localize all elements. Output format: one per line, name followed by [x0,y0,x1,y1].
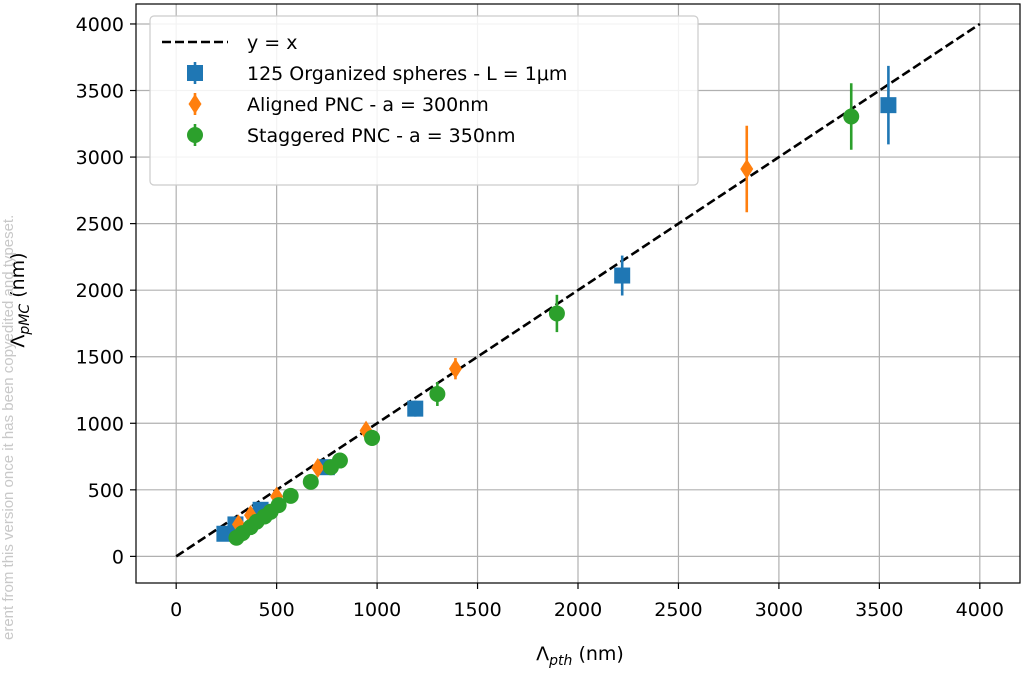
x-tick-label: 500 [259,599,295,621]
data-point [407,400,424,417]
series-diamond [231,125,754,535]
data-point [364,429,381,446]
series-circle [228,83,860,546]
y-tick-label: 0 [112,546,124,568]
x-axis-ticks: 0 500 1000 1500 2000 2500 3000 3500 4000 [170,583,1004,621]
y-tick-label: 1000 [76,413,124,435]
data-point [282,487,299,504]
legend-handle-marker [188,94,202,114]
data-point [843,108,860,125]
y-tick-label: 4000 [76,14,124,36]
legend-label: Staggered PNC - a = 350nm [247,125,515,147]
y-axis-label-sub: pMC [17,304,33,336]
x-tick-label: 0 [170,599,182,621]
data-points [216,65,897,546]
data-point [548,305,565,322]
y-tick-label: 3000 [76,147,124,169]
x-tick-label: 1500 [453,599,501,621]
x-tick-label: 2500 [654,599,702,621]
watermark: erent from this version once it has been… [0,215,17,640]
reference-line-layer [175,22,981,558]
data-point [614,267,631,284]
y-tick-label: 500 [88,480,124,502]
y-tick-label: 3500 [76,81,124,103]
watermark-text: erent from this version once it has been… [0,215,17,640]
legend-label: 125 Organized spheres - L = 1μm [247,63,567,85]
x-tick-label: 1000 [353,599,401,621]
data-point [302,473,319,490]
data-point [740,159,754,180]
x-tick-label: 3000 [755,599,803,621]
x-tick-label: 2000 [554,599,602,621]
x-axis-label-sub: pth [548,653,572,669]
y-axis-ticks: 0 500 1000 1500 2000 2500 3000 3500 4000 [76,14,136,568]
data-point [331,452,348,469]
legend-label: Aligned PNC - a = 300nm [247,94,489,116]
y-tick-label: 2500 [76,214,124,236]
y-tick-label: 2000 [76,280,124,302]
legend-handle-marker [187,127,203,143]
data-point [880,97,897,114]
legend: y = x 125 Organized spheres - L = 1μm Alig… [149,15,699,186]
y-tick-label: 1500 [76,347,124,369]
x-tick-label: 4000 [956,599,1004,621]
x-tick-label: 3500 [855,599,903,621]
data-point [448,358,462,379]
data-point [311,457,325,478]
data-point [270,497,287,514]
legend-box [149,15,699,186]
x-axis-label: Λpth (nm) [536,643,624,669]
reference-line-y-equals-x [175,22,981,558]
data-point [429,385,446,402]
legend-label: y = x [247,32,298,54]
legend-handle-marker [187,65,203,81]
